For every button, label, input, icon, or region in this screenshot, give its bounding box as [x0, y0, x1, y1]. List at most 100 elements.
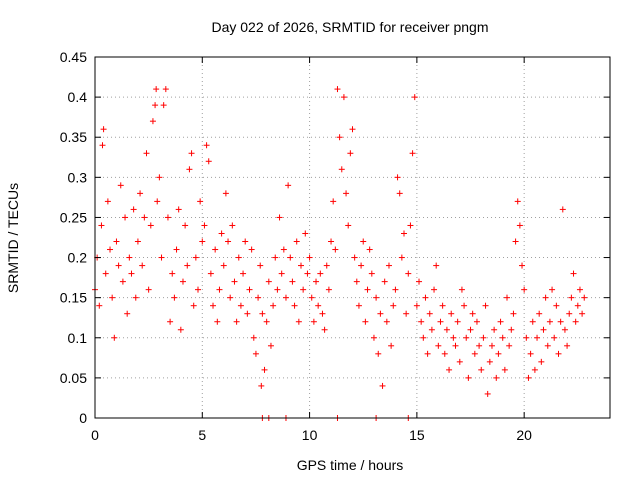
data-point — [452, 342, 459, 349]
data-point — [330, 198, 337, 205]
data-point — [258, 382, 265, 389]
data-point — [581, 294, 588, 301]
data-point — [439, 302, 446, 309]
data-point — [413, 302, 420, 309]
data-point — [282, 294, 289, 301]
data-point — [456, 358, 463, 365]
data-point — [403, 310, 410, 317]
plot-frame — [94, 56, 611, 419]
data-point — [568, 294, 575, 301]
data-point — [512, 238, 519, 245]
data-point — [158, 254, 165, 261]
data-point — [426, 310, 433, 317]
data-point — [98, 222, 105, 229]
data-point — [488, 342, 495, 349]
data-point — [205, 158, 212, 165]
data-point — [392, 286, 399, 293]
data-point — [523, 334, 530, 341]
data-point — [416, 278, 423, 285]
x-tick-label: 20 — [516, 427, 532, 443]
y-tick-label: 0.35 — [60, 129, 87, 145]
data-point — [390, 302, 397, 309]
data-point — [122, 214, 129, 221]
data-point — [141, 214, 148, 221]
data-point — [349, 126, 356, 133]
data-point — [358, 262, 365, 269]
data-point — [184, 262, 191, 269]
data-point — [476, 342, 483, 349]
data-point — [491, 326, 498, 333]
data-point — [128, 270, 135, 277]
data-point — [173, 246, 180, 253]
data-point — [347, 150, 354, 157]
data-point — [306, 254, 313, 261]
data-point — [313, 278, 320, 285]
data-point — [353, 278, 360, 285]
data-point — [542, 294, 549, 301]
y-axis-label: SRMTID / TECUs — [5, 183, 21, 293]
data-point — [250, 334, 257, 341]
y-tick-label: 0.15 — [60, 290, 87, 306]
data-point — [422, 294, 429, 301]
y-tick-label: 0.45 — [60, 49, 87, 65]
data-point — [156, 174, 163, 181]
data-point — [559, 206, 566, 213]
data-point — [482, 302, 489, 309]
data-point — [153, 86, 160, 93]
data-point — [124, 310, 131, 317]
x-axis-label: GPS time / hours — [297, 457, 404, 473]
x-tick-label: 5 — [198, 427, 206, 443]
data-point — [104, 198, 111, 205]
data-point — [162, 86, 169, 93]
data-point — [355, 302, 362, 309]
data-point — [201, 222, 208, 229]
data-point — [420, 334, 427, 341]
data-point — [418, 318, 425, 325]
data-point — [343, 190, 350, 197]
data-point — [332, 246, 339, 253]
data-point — [248, 246, 255, 253]
data-point — [244, 310, 251, 317]
data-point — [154, 198, 161, 205]
data-point — [450, 334, 457, 341]
data-point — [510, 310, 517, 317]
data-point — [340, 94, 347, 101]
data-point — [566, 310, 573, 317]
data-point — [401, 230, 407, 237]
data-point — [383, 318, 390, 325]
data-point — [499, 334, 506, 341]
data-point — [100, 126, 107, 133]
data-point — [379, 382, 386, 389]
data-point — [152, 102, 159, 109]
data-point — [570, 270, 577, 277]
data-point — [336, 134, 343, 141]
data-point — [317, 270, 324, 277]
data-point — [203, 142, 210, 149]
chart-title: Day 022 of 2026, SRMTID for receiver png… — [211, 19, 488, 35]
data-point — [493, 374, 500, 381]
data-point — [486, 358, 493, 365]
data-point — [263, 318, 270, 325]
data-point — [143, 150, 150, 157]
data-point — [295, 318, 302, 325]
data-point — [164, 214, 171, 221]
data-point — [252, 350, 259, 357]
data-point — [289, 278, 296, 285]
data-point — [540, 326, 547, 333]
data-point — [519, 262, 526, 269]
data-point — [310, 318, 317, 325]
data-point — [431, 286, 438, 293]
data-point — [375, 350, 382, 357]
data-point — [261, 366, 268, 373]
data-point — [381, 278, 388, 285]
data-point — [385, 262, 392, 269]
data-point — [478, 366, 485, 373]
data-point — [218, 230, 225, 237]
data-point — [137, 190, 144, 197]
data-point — [302, 230, 309, 237]
data-point — [544, 342, 551, 349]
data-point — [276, 214, 283, 221]
data-point — [557, 318, 564, 325]
data-point — [207, 270, 214, 277]
data-point — [274, 286, 281, 293]
